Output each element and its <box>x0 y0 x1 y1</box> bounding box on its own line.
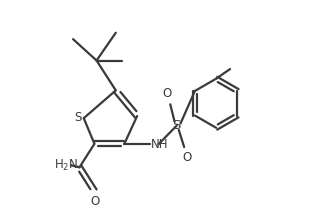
Text: O: O <box>163 88 172 100</box>
Text: H$_2$N: H$_2$N <box>54 158 78 173</box>
Text: O: O <box>182 151 191 164</box>
Text: O: O <box>91 195 100 208</box>
Text: S: S <box>75 111 82 124</box>
Text: NH: NH <box>151 138 169 151</box>
Text: S: S <box>172 119 181 132</box>
